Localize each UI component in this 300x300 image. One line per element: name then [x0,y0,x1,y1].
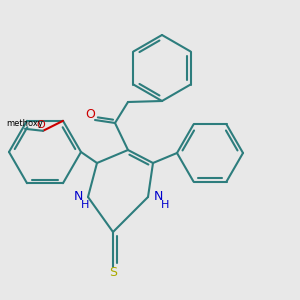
Text: H: H [81,200,89,210]
Text: methoxy: methoxy [7,119,44,128]
Text: S: S [109,266,117,278]
Text: H: H [161,200,169,210]
Text: O: O [85,109,95,122]
Text: O: O [37,120,45,130]
Text: N: N [73,190,83,203]
Text: N: N [153,190,163,203]
